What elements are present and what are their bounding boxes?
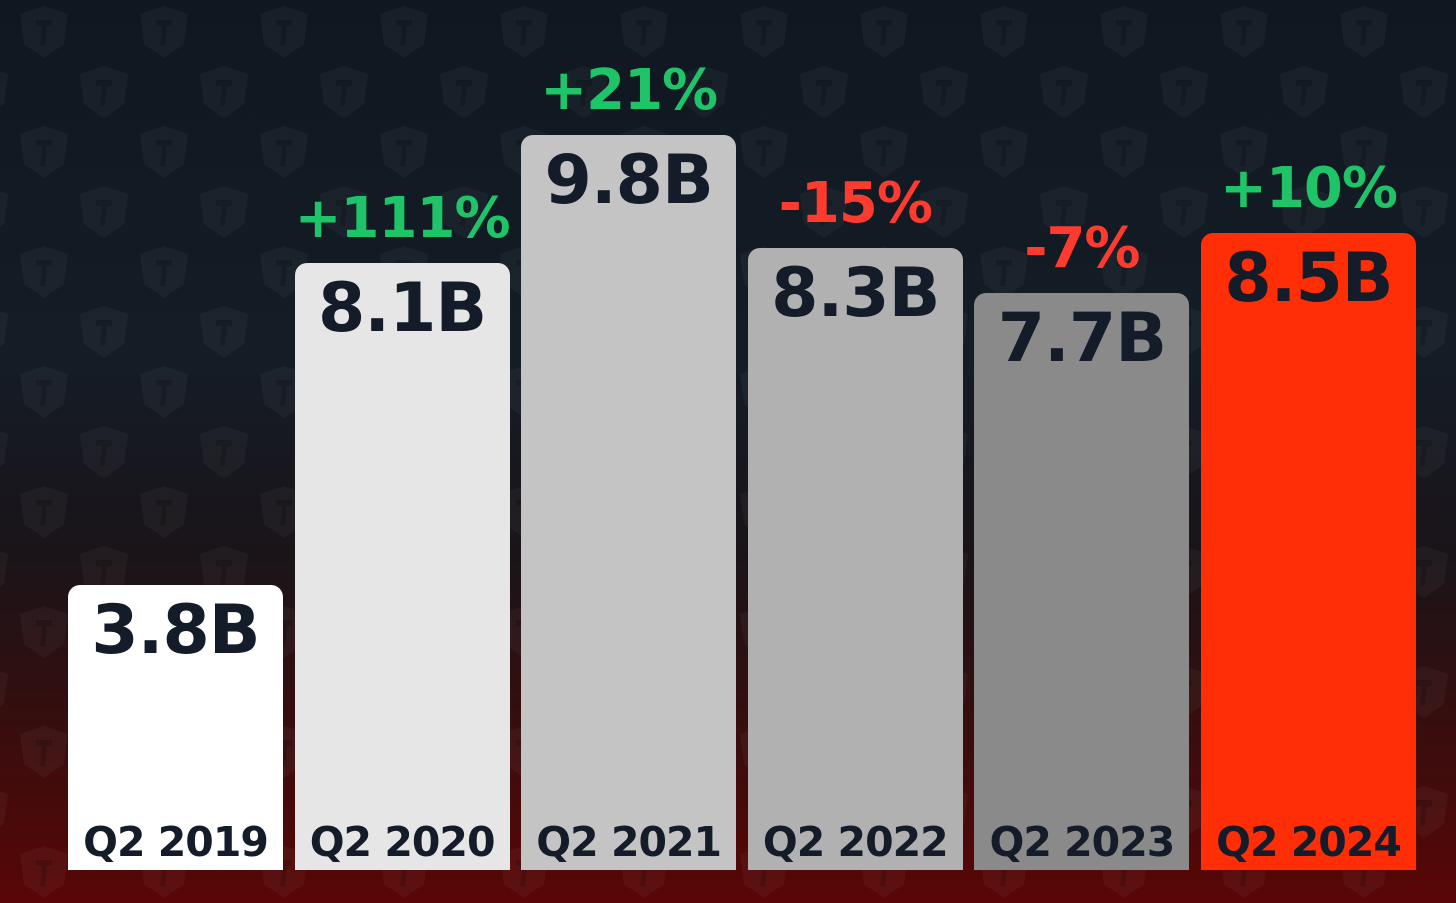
- bar-q2-2023: [974, 292, 1190, 870]
- bar-value-label: 8.5B: [1224, 238, 1393, 318]
- change-label: -7%: [1024, 215, 1140, 281]
- change-label: -15%: [778, 170, 933, 236]
- bar-value-label: 8.1B: [317, 268, 487, 348]
- bar-value-label: 7.7B: [997, 298, 1167, 378]
- change-label: +21%: [540, 58, 718, 123]
- category-label: Q2 2024: [1216, 818, 1402, 866]
- bar-q2-2024: [1201, 232, 1416, 870]
- bar-q2-2019: [68, 585, 283, 870]
- bar-value-label: 9.8B: [544, 141, 714, 220]
- change-label: +111%: [294, 185, 511, 251]
- bar-value-label: 8.3B: [771, 253, 940, 333]
- category-label: Q2 2019: [83, 818, 269, 866]
- category-label: Q2 2021: [536, 818, 722, 866]
- bar-q2-2020: [294, 262, 510, 870]
- change-label: +10%: [1220, 155, 1398, 221]
- bar-q2-2021: [521, 135, 737, 870]
- bar-q2-2022: [747, 247, 963, 870]
- bar-value-label: 3.8B: [91, 591, 260, 670]
- category-label: Q2 2020: [309, 818, 496, 866]
- category-label: Q2 2023: [989, 818, 1176, 866]
- category-label: Q2 2022: [762, 818, 949, 866]
